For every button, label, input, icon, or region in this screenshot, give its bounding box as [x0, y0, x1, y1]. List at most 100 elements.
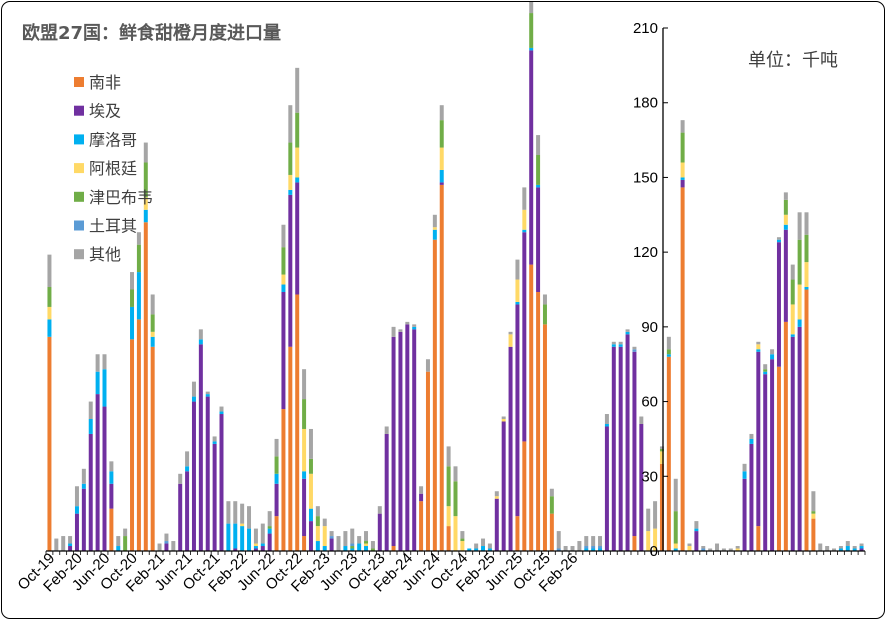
bar-segment-7-3 — [61, 536, 66, 551]
bar-segment-3-14 — [136, 272, 141, 320]
bar-segment-4-89 — [653, 528, 658, 551]
bar-segment-7-69 — [515, 259, 520, 280]
bar-segment-7-85 — [625, 329, 630, 332]
bar-segment-7-92 — [673, 478, 678, 512]
bar-segment-1-73 — [542, 324, 547, 551]
bar-segment-3-80 — [591, 548, 596, 551]
legend-label-1: 南非 — [89, 73, 121, 92]
bar-segment-3-37 — [295, 177, 300, 183]
bar-segment-6-18 — [164, 541, 169, 544]
bar-segment-2-26 — [219, 414, 224, 551]
bar-segment-3-85 — [625, 331, 630, 335]
bar-segment-1-13 — [130, 339, 135, 551]
bar-segment-4-37 — [295, 147, 300, 178]
bar-segment-5-59 — [446, 466, 451, 507]
bar-segment-3-107 — [776, 239, 781, 243]
legend-swatch-1 — [74, 77, 84, 87]
bar-segment-4-88 — [646, 531, 651, 551]
bar-segment-7-94 — [687, 543, 692, 547]
bar-segment-2-8 — [95, 394, 100, 551]
bar-segment-2-85 — [625, 334, 630, 551]
bar-segment-3-119 — [859, 546, 864, 549]
bar-segment-2-119 — [859, 548, 864, 551]
bar-segment-1-111 — [804, 289, 809, 551]
y-tick-label: 150 — [633, 169, 658, 186]
bar-segment-5-45 — [350, 546, 355, 549]
bar-segment-4-68 — [508, 334, 513, 347]
bar-segment-7-7 — [88, 401, 93, 419]
bar-segment-3-82 — [604, 423, 609, 427]
bar-segment-2-66 — [494, 498, 499, 551]
bar-segment-4-58 — [439, 147, 444, 170]
bar-segment-2-109 — [790, 336, 795, 551]
bar-segment-6-86 — [632, 349, 637, 352]
bar-segment-4-110 — [797, 284, 802, 320]
bar-segment-7-54 — [412, 324, 417, 327]
bar-segment-2-86 — [632, 351, 637, 537]
bar-segment-7-116 — [838, 546, 843, 549]
bar-segment-7-19 — [171, 541, 176, 551]
bar-segment-3-4 — [68, 543, 73, 547]
bar-segment-7-39 — [308, 428, 313, 459]
bar-segment-1-36 — [288, 346, 293, 551]
bar-segment-2-53 — [405, 324, 410, 551]
y-tick-label: 90 — [641, 319, 658, 336]
bar-segment-1-57 — [432, 239, 437, 551]
bar-layer — [47, 2, 864, 551]
bar-segment-7-110 — [797, 212, 802, 240]
bar-segment-7-67 — [501, 416, 506, 419]
bar-segment-3-72 — [536, 184, 541, 188]
bar-segment-7-88 — [646, 508, 651, 532]
legend-swatch-2 — [74, 105, 84, 116]
bar-segment-1-90 — [659, 463, 664, 551]
bar-segment-3-29 — [240, 526, 245, 551]
bar-segment-3-33 — [267, 528, 272, 534]
legend-swatch-3 — [74, 134, 84, 145]
bar-segment-7-109 — [790, 264, 795, 280]
bar-segment-7-77 — [570, 546, 575, 551]
y-axis: 0 30 60 90 120 150 180 210 — [633, 20, 668, 560]
bar-segment-2-104 — [756, 351, 761, 527]
bar-segment-5-90 — [659, 448, 664, 452]
bar-segment-1-55 — [419, 501, 424, 551]
bar-segment-3-91 — [666, 354, 671, 357]
bar-segment-4-29 — [240, 523, 245, 527]
bar-segment-4-93 — [680, 162, 685, 178]
bar-segment-7-46 — [357, 536, 362, 544]
bar-segment-5-73 — [542, 304, 547, 325]
bar-segment-4-101 — [735, 548, 740, 551]
bar-segment-1-72 — [536, 291, 541, 551]
bar-segment-7-112 — [811, 491, 816, 512]
bar-segment-3-36 — [288, 189, 293, 195]
bar-segment-3-105 — [763, 371, 768, 375]
legend-swatch-4 — [74, 163, 84, 174]
bar-segment-7-26 — [219, 406, 224, 412]
bar-segment-7-37 — [295, 67, 300, 113]
bar-segment-5-40 — [315, 516, 320, 527]
bar-segment-7-104 — [756, 341, 761, 345]
bar-segment-7-61 — [460, 531, 465, 539]
bar-segment-1-14 — [136, 319, 141, 551]
bar-segment-7-56 — [425, 359, 430, 372]
bar-segment-7-33 — [267, 511, 272, 527]
bar-segment-7-40 — [315, 506, 320, 517]
bar-segment-7-72 — [536, 135, 541, 156]
bar-segment-7-80 — [591, 536, 596, 547]
bar-segment-7-75 — [556, 531, 561, 549]
bar-segment-7-82 — [604, 414, 609, 424]
bar-segment-2-24 — [205, 396, 210, 551]
bar-segment-3-44 — [343, 546, 348, 551]
bar-segment-2-49 — [377, 513, 382, 551]
bar-segment-7-5 — [74, 486, 79, 507]
bar-segment-1-56 — [425, 371, 430, 551]
bar-segment-3-23 — [198, 339, 203, 345]
bar-segment-2-71 — [529, 50, 534, 265]
y-tick-label: 180 — [633, 95, 658, 112]
bar-segment-2-39 — [308, 521, 313, 551]
bar-segment-3-62 — [467, 548, 472, 551]
bar-segment-3-40 — [315, 541, 320, 551]
bar-segment-7-111 — [804, 212, 809, 235]
bar-segment-1-1 — [47, 336, 52, 551]
